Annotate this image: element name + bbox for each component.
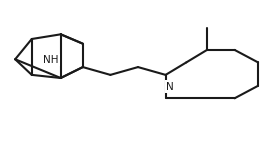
Text: NH: NH xyxy=(43,55,59,65)
Text: N: N xyxy=(166,82,174,92)
